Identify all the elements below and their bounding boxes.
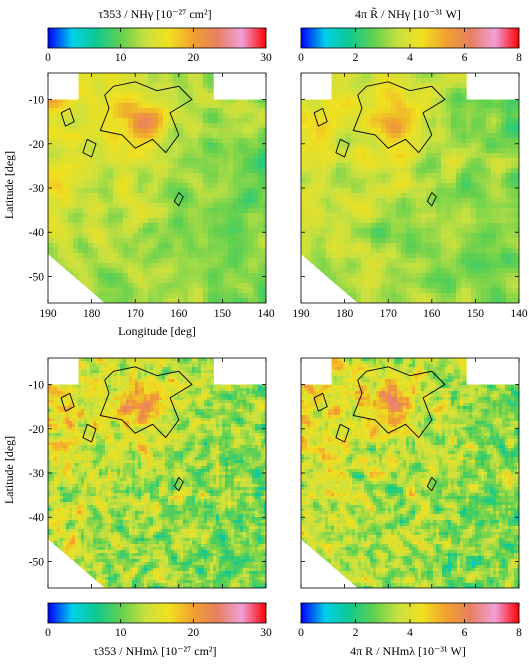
x-tick-label: 190	[39, 308, 57, 320]
contour-line	[335, 423, 350, 443]
contour-line	[60, 392, 75, 412]
colorbar-tick-label: 0	[45, 52, 51, 64]
contour-line	[99, 366, 193, 439]
colorbar-tick-label: 2	[353, 52, 359, 64]
x-tick-label: 160	[423, 308, 441, 320]
colorbar-tick-label: 6	[462, 52, 468, 64]
colorbar-tick-label: 10	[115, 627, 127, 639]
contour-line	[99, 81, 193, 154]
ylabel-bottom: Latitude [deg]	[2, 436, 16, 504]
ylabel-top: Latitude [deg]	[2, 151, 16, 219]
colorbar-top-right: 0 2 4 6 8	[298, 27, 522, 64]
colorbar-gradient	[47, 602, 267, 624]
x-tick-label: 160	[170, 308, 188, 320]
contour-line	[352, 366, 446, 439]
x-tick-label: 180	[336, 308, 354, 320]
contour-line	[82, 423, 97, 443]
colorbar-top-left: 0 10 20 30	[45, 27, 272, 64]
map-panel-top-left: 190 180 170 160 150 140 -10 -20 -30 -40 -50	[29, 72, 275, 320]
contour-line	[313, 392, 328, 412]
xlabel-top-left: Longitude [deg]	[118, 324, 196, 338]
y-tick-label: -20	[29, 424, 45, 436]
heatmap-cells	[48, 358, 266, 588]
contour-line	[335, 138, 350, 158]
y-tick-label: -30	[29, 468, 45, 480]
map-panel-bottom-right	[300, 357, 520, 589]
colorbar-tick-label: 30	[260, 52, 272, 64]
x-tick-label: 180	[83, 308, 101, 320]
x-tick-label: 170	[127, 308, 145, 320]
x-tick-label: 140	[510, 308, 528, 320]
colorbar-bottom-right: 0 2 4 6 8	[298, 602, 522, 639]
map-panel-bottom-left: -10 -20 -30 -40 -50	[29, 357, 267, 589]
y-tick-label: -10	[29, 95, 45, 107]
heatmap-cells	[48, 73, 266, 303]
colorbar-tick-label: 0	[45, 627, 51, 639]
y-tick-label: -10	[29, 380, 45, 392]
y-tick-label: -30	[29, 183, 45, 195]
colorbar-bottom-left: 0 10 20 30	[45, 602, 272, 639]
contour-line	[82, 138, 97, 158]
contour-line	[313, 107, 328, 127]
colorbar-title-bottom-right: 4π R / NHmλ [10⁻³¹ W]	[350, 644, 466, 658]
colorbar-title-top-right: 4π R̃ / NHγ [10⁻³¹ W]	[355, 7, 461, 21]
contour-line	[173, 477, 184, 492]
colorbar-tick-label: 8	[516, 52, 522, 64]
colorbar-tick-label: 20	[188, 52, 200, 64]
contour-line	[60, 107, 75, 127]
map-panel-top-right: 190 180 170 160 150 140	[292, 72, 528, 320]
colorbar-tick-label: 4	[407, 627, 413, 639]
contour-line	[426, 192, 437, 207]
colorbar-tick-label: 10	[115, 52, 127, 64]
x-tick-label: 190	[292, 308, 310, 320]
y-tick-label: -50	[29, 271, 45, 283]
y-tick-label: -40	[29, 512, 45, 524]
contour-line	[173, 192, 184, 207]
heatmap-cells	[301, 358, 519, 588]
x-tick-label: 140	[257, 308, 275, 320]
colorbar-tick-label: 0	[298, 627, 304, 639]
colorbar-tick-label: 20	[188, 627, 200, 639]
colorbar-tick-label: 2	[353, 627, 359, 639]
y-tick-label: -40	[29, 227, 45, 239]
colorbar-tick-label: 8	[516, 627, 522, 639]
y-tick-label: -20	[29, 139, 45, 151]
contour-line	[426, 477, 437, 492]
x-tick-label: 150	[214, 308, 232, 320]
colorbar-tick-label: 4	[407, 52, 413, 64]
colorbar-title-top-left: τ̃353 / NHγ [10⁻²⁷ cm²]	[98, 7, 211, 21]
y-tick-label: -50	[29, 556, 45, 568]
colorbar-tick-label: 0	[298, 52, 304, 64]
heatmap-cells	[301, 73, 519, 303]
x-tick-label: 150	[467, 308, 485, 320]
colorbar-tick-label: 6	[462, 627, 468, 639]
colorbar-gradient	[47, 27, 267, 49]
colorbar-title-bottom-left: τ353 / NHmλ [10⁻²⁷ cm²]	[93, 644, 216, 658]
colorbar-tick-label: 30	[260, 627, 272, 639]
contour-line	[352, 81, 446, 154]
x-tick-label: 170	[380, 308, 398, 320]
